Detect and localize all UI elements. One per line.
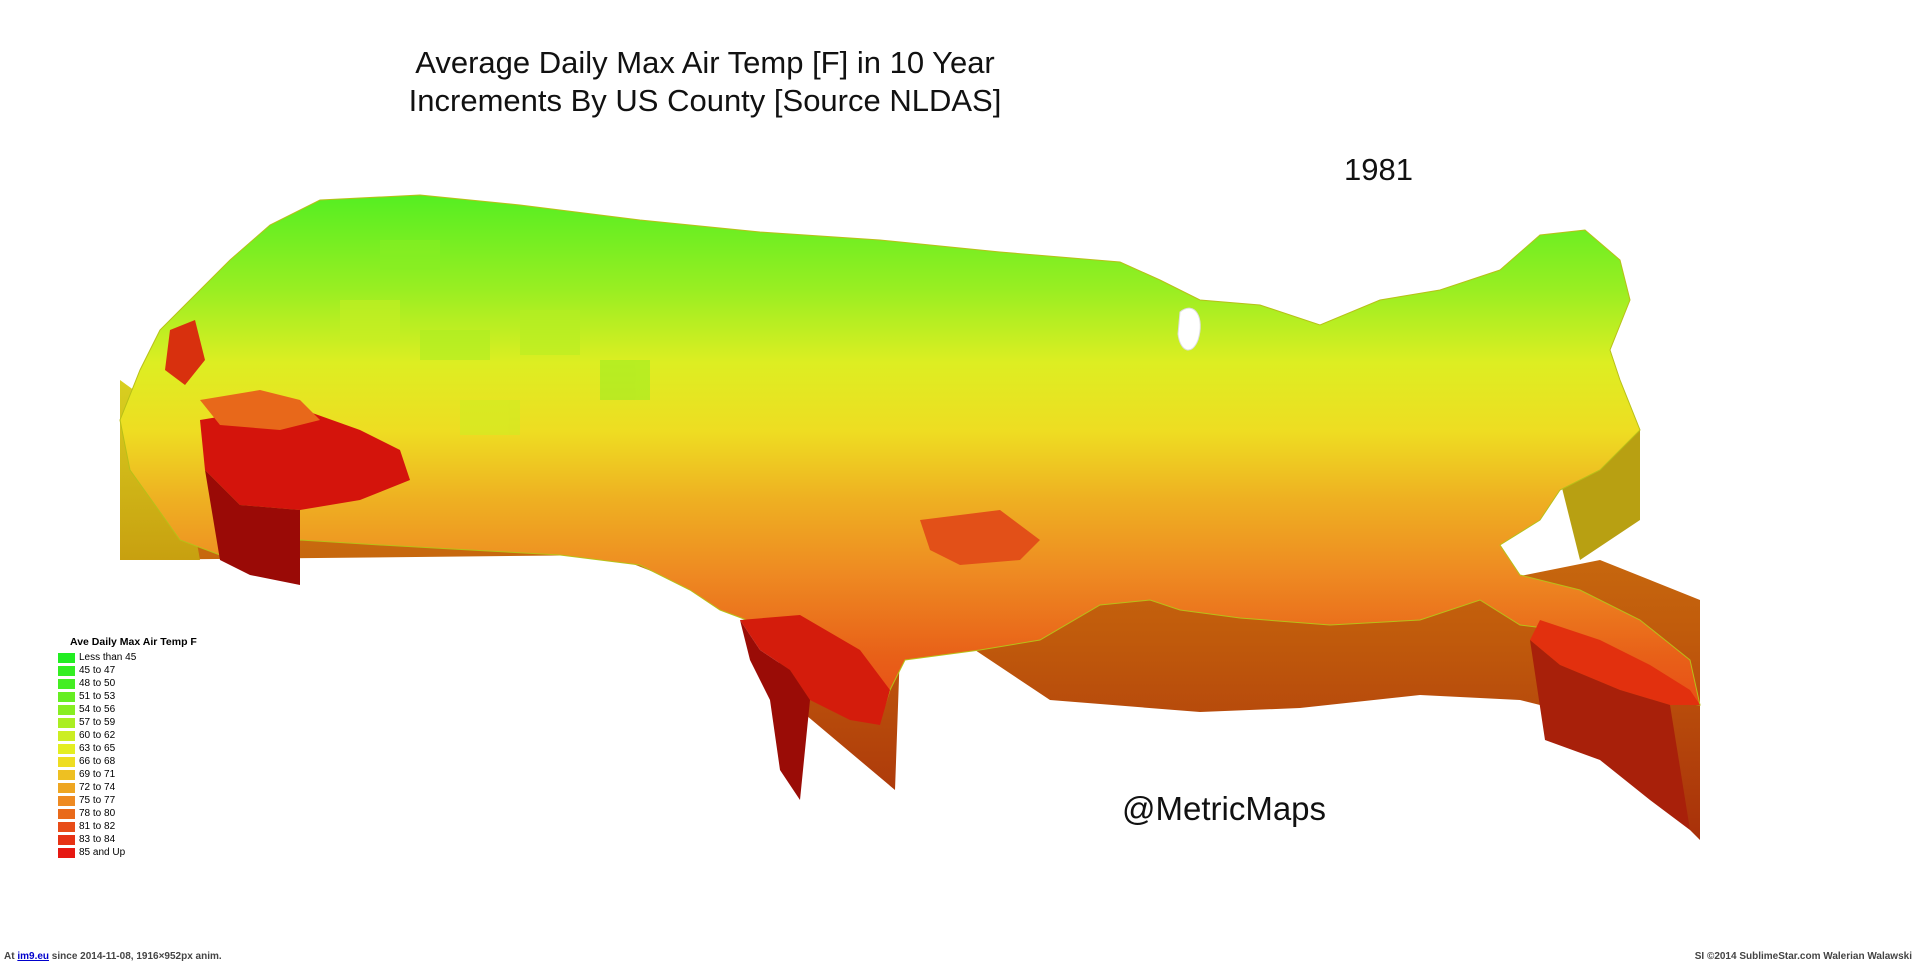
- legend-swatch: [58, 730, 75, 741]
- legend-swatch: [58, 704, 75, 715]
- california-desert-wall: [205, 470, 300, 585]
- legend-swatch: [58, 795, 75, 806]
- california-desert-block: [200, 405, 410, 510]
- map-legend: Ave Daily Max Air Temp F Less than 45 45 …: [58, 636, 197, 859]
- legend-swatch: [58, 847, 75, 858]
- legend-label: 78 to 80: [79, 808, 116, 819]
- legend-label: 85 and Up: [79, 847, 126, 858]
- legend-swatch: [58, 665, 75, 676]
- footer-credit: SI ©2014 SublimeStar.com Walerian Walaws…: [1694, 951, 1912, 962]
- legend-item: 66 to 68: [58, 755, 197, 768]
- legend-label: 72 to 74: [79, 782, 116, 793]
- legend-item: 60 to 62: [58, 729, 197, 742]
- legend-swatch: [58, 691, 75, 702]
- legend-swatch: [58, 769, 75, 780]
- legend-label: 51 to 53: [79, 691, 116, 702]
- plateau-block: [420, 330, 490, 360]
- map-title: Average Daily Max Air Temp [F] in 10 Yea…: [400, 44, 1010, 120]
- legend-items: Less than 45 45 to 47 48 to 50 51 to 53 54 t…: [58, 651, 197, 859]
- central-valley-block: [200, 390, 320, 430]
- legend-label: 75 to 77: [79, 795, 116, 806]
- texas-wall: [740, 620, 810, 800]
- legend-label: 60 to 62: [79, 730, 116, 741]
- east-coast-wall: [1560, 430, 1640, 560]
- im9-link[interactable]: im9.eu: [17, 951, 50, 962]
- california-valley-block: [165, 320, 205, 385]
- legend-item: 51 to 53: [58, 690, 197, 703]
- legend-label: Less than 45: [79, 652, 137, 663]
- plateau-block: [460, 400, 520, 435]
- legend-label: 54 to 56: [79, 704, 116, 715]
- legend-swatch: [58, 834, 75, 845]
- legend-label: 81 to 82: [79, 821, 116, 832]
- plateau-block: [600, 360, 650, 400]
- plateau-block: [380, 240, 440, 270]
- conus-top-surface: [119, 194, 1701, 721]
- footer-suffix: since 2014-11-08, 1916×952px anim.: [49, 951, 222, 962]
- legend-swatch: [58, 782, 75, 793]
- legend-swatch: [58, 717, 75, 728]
- footer-left-text: At im9.eu since 2014-11-08, 1916×952px a…: [4, 951, 222, 962]
- gulf-coast-block: [920, 510, 1040, 565]
- legend-item: 72 to 74: [58, 781, 197, 794]
- florida-block: [1530, 620, 1700, 705]
- mountain-plateau-blocks: [340, 240, 650, 435]
- author-watermark: @MetricMaps: [1122, 790, 1327, 827]
- legend-item: 48 to 50: [58, 677, 197, 690]
- legend-label: 63 to 65: [79, 743, 116, 754]
- florida-wall: [1530, 640, 1690, 830]
- legend-item: 54 to 56: [58, 703, 197, 716]
- legend-item: 75 to 77: [58, 794, 197, 807]
- legend-label: 66 to 68: [79, 756, 116, 767]
- legend-label: 83 to 84: [79, 834, 116, 845]
- hot-county-blocks: [165, 320, 1700, 830]
- legend-title: Ave Daily Max Air Temp F: [70, 636, 197, 648]
- legend-swatch: [58, 756, 75, 767]
- legend-label: 69 to 71: [79, 769, 116, 780]
- legend-item: 45 to 47: [58, 664, 197, 677]
- legend-item: 78 to 80: [58, 807, 197, 820]
- legend-swatch: [58, 743, 75, 754]
- footer-prefix: At: [4, 951, 18, 962]
- legend-swatch: [58, 652, 75, 663]
- legend-swatch: [58, 808, 75, 819]
- legend-label: 48 to 50: [79, 678, 116, 689]
- map-title-line-1: Average Daily Max Air Temp [F] in 10 Yea…: [415, 45, 995, 80]
- map-title-line-2: Increments By US County [Source NLDAS]: [408, 83, 1002, 118]
- plateau-block: [340, 300, 400, 340]
- plateau-block: [520, 310, 580, 355]
- texas-block: [740, 615, 890, 725]
- legend-label: 57 to 59: [79, 717, 116, 728]
- legend-swatch: [58, 821, 75, 832]
- legend-item: Less than 45: [58, 651, 197, 664]
- legend-swatch: [58, 678, 75, 689]
- legend-item: 81 to 82: [58, 820, 197, 833]
- footer-bar: At im9.eu since 2014-11-08, 1916×952px a…: [0, 950, 1916, 964]
- legend-item: 83 to 84: [58, 833, 197, 846]
- legend-item: 69 to 71: [58, 768, 197, 781]
- year-label: 1981: [1344, 152, 1413, 187]
- legend-item: 85 and Up: [58, 846, 197, 859]
- legend-item: 57 to 59: [58, 716, 197, 729]
- legend-label: 45 to 47: [79, 665, 116, 676]
- legend-item: 63 to 65: [58, 742, 197, 755]
- lake-michigan: [1177, 307, 1201, 351]
